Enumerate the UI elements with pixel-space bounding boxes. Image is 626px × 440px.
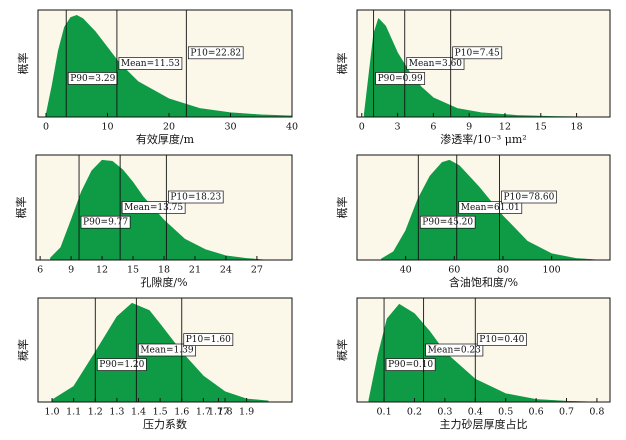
marker-box <box>96 358 147 371</box>
x-tick-label: 24 <box>220 265 232 276</box>
density-area <box>368 303 597 403</box>
marker-label: P90=1.20 <box>99 360 144 370</box>
marker-label: P10=1.60 <box>186 335 231 345</box>
marker-box <box>80 215 131 229</box>
x-tick-label: 20 <box>163 122 175 133</box>
x-tick-label: 0.6 <box>529 407 544 418</box>
x-tick-label: 0.3 <box>437 407 452 418</box>
x-tick-label: 100 <box>543 265 561 276</box>
x-tick-label: 0.1 <box>377 407 392 418</box>
x-tick-label: 1.77 <box>208 407 229 418</box>
x-tick-label: 12 <box>96 265 108 276</box>
x-tick-label: 0 <box>359 122 365 133</box>
marker-box <box>187 46 244 60</box>
marker-box <box>501 190 557 204</box>
plot-frame <box>356 297 611 403</box>
x-tick-label: 1.9 <box>239 407 254 418</box>
x-tick-label: 30 <box>224 122 236 133</box>
marker-box <box>121 201 186 214</box>
x-tick-label: 1.4 <box>131 407 146 418</box>
marker-label: P90=3.29 <box>70 74 115 84</box>
y-axis-label: 概率 <box>16 53 30 75</box>
x-tick-label: 6 <box>430 122 436 133</box>
marker-label: P10=18.23 <box>170 193 221 203</box>
marker-box <box>375 72 426 85</box>
x-axis-label: 有效厚度/m <box>136 132 195 146</box>
marker-label: Mean=0.23 <box>428 346 482 356</box>
x-tick-label: 21 <box>189 265 201 276</box>
x-tick-label: 0.4 <box>468 407 483 418</box>
x-tick-label: 80 <box>497 265 509 276</box>
marker-label: Mean=3.60 <box>409 59 463 69</box>
y-axis-label: 概率 <box>335 197 349 219</box>
x-tick-label: 18 <box>158 265 170 276</box>
plot-frame <box>37 9 293 118</box>
marker-label: P10=22.82 <box>190 48 241 58</box>
x-tick-label: 1.2 <box>88 407 103 418</box>
x-axis-label: 主力砂层厚度占比 <box>440 417 528 431</box>
x-tick-label: 0.5 <box>498 407 513 418</box>
plot-frame <box>356 154 611 261</box>
marker-box <box>118 57 183 70</box>
marker-box <box>168 190 224 204</box>
marker-label: Mean=13.75 <box>124 203 183 213</box>
marker-label: P90=0.99 <box>378 74 423 84</box>
marker-label: P90=0.10 <box>388 360 433 370</box>
x-tick-label: 6 <box>37 265 43 276</box>
marker-box <box>406 57 465 70</box>
density-area <box>50 159 268 261</box>
x-tick-label: 1.0 <box>44 407 59 418</box>
marker-box <box>385 358 436 371</box>
plot-frame <box>37 297 293 403</box>
x-tick-label: 0.2 <box>407 407 422 418</box>
marker-box <box>476 333 527 346</box>
x-tick-label: 12 <box>499 122 511 133</box>
marker-label: Mean=61.01 <box>461 203 520 213</box>
x-tick-label: 60 <box>448 265 460 276</box>
x-tick-label: 1.6 <box>174 407 189 418</box>
x-tick-label: 27 <box>251 265 263 276</box>
x-tick-label: 3 <box>395 122 401 133</box>
x-tick-label: 1.5 <box>153 407 168 418</box>
marker-box <box>425 343 484 357</box>
marker-label: P10=78.60 <box>504 193 555 203</box>
x-tick-label: 18 <box>571 122 583 133</box>
marker-label: Mean=1.39 <box>140 346 194 356</box>
x-tick-label: 1.3 <box>109 407 124 418</box>
x-tick-label: 1.7 <box>196 407 211 418</box>
plot-frame <box>356 9 611 118</box>
x-tick-label: 10 <box>101 122 113 133</box>
marker-box <box>452 46 503 60</box>
x-tick-label: 1.1 <box>66 407 81 418</box>
x-tick-label: 40 <box>286 122 298 133</box>
x-tick-label: 0.8 <box>589 407 604 418</box>
x-tick-label: 9 <box>68 265 74 276</box>
y-axis-label: 概率 <box>335 53 349 75</box>
marker-box <box>183 333 234 346</box>
marker-label: P10=7.45 <box>455 48 500 58</box>
x-tick-label: 15 <box>127 265 139 276</box>
x-tick-label: 1.8 <box>217 407 232 418</box>
marker-label: P90=9.77 <box>83 218 128 228</box>
x-tick-label: 9 <box>466 122 472 133</box>
y-axis-label: 概率 <box>335 339 349 361</box>
x-axis-label: 压力系数 <box>143 418 187 431</box>
x-axis-label: 含油饱和度/% <box>449 275 518 289</box>
x-tick-label: 40 <box>400 265 412 276</box>
marker-label: P90=45.20 <box>422 218 473 228</box>
y-axis-label: 概率 <box>14 197 28 219</box>
density-area <box>45 15 293 118</box>
marker-box <box>458 201 523 214</box>
x-tick-label: 0 <box>43 122 49 133</box>
y-axis-label: 概率 <box>16 339 30 361</box>
x-axis-label: 渗透率/10⁻³ μm² <box>440 132 526 146</box>
x-axis-label: 孔隙度/% <box>140 275 187 289</box>
marker-label: Mean=11.53 <box>121 59 180 69</box>
x-tick-label: 0.7 <box>559 407 574 418</box>
marker-label: P10=0.40 <box>479 335 524 345</box>
x-tick-label: 15 <box>535 122 547 133</box>
marker-box <box>419 215 476 229</box>
